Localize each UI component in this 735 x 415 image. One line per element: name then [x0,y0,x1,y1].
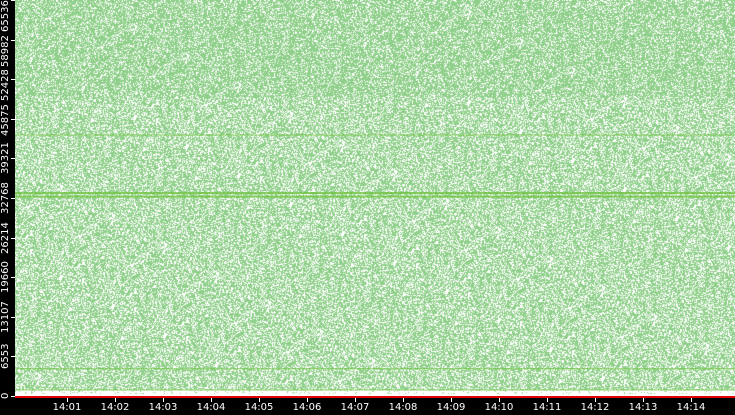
x-tick [595,398,596,402]
y-axis: 65536 58982 52428 45875 39321 32768 26214 19660… [0,0,15,400]
point-cloud [15,0,735,398]
y-tick [11,356,15,357]
x-tick [499,398,500,402]
y-tick [11,158,15,159]
dense-lines [15,134,735,398]
y-tick-label: 26214 [0,221,11,254]
x-tick-label: 14:08 [388,402,418,413]
x-tick-label: 14:13 [628,402,658,413]
y-tick-label: 19660 [0,261,11,294]
x-tick [547,398,548,402]
x-tick-label: 14:12 [580,402,610,413]
x-tick [403,398,404,402]
x-tick [307,398,308,402]
x-tick [355,398,356,402]
x-tick-label: 14:10 [484,402,514,413]
x-tick-label: 14:11 [532,402,562,413]
y-tick-label: 32768 [0,182,11,214]
x-tick [259,398,260,402]
x-tick-label: 14:02 [100,402,130,413]
x-tick [115,398,116,402]
x-axis: 14:01 14:02 14:03 14:04 14:05 14:06 14:07 14:08… [0,398,735,415]
x-tick-label: 14:01 [52,402,82,413]
x-tick-label: 14:03 [148,402,178,413]
plot-area [15,0,735,398]
y-tick [11,119,15,120]
y-tick [11,79,15,80]
x-tick [67,398,68,402]
x-tick-label: 14:14 [676,402,706,413]
x-tick-label: 14:09 [436,402,466,413]
x-tick [163,398,164,402]
y-tick-label: 45875 [0,104,11,137]
y-tick [11,396,15,397]
y-tick-label: 13107 [0,300,11,333]
x-tick-label: 14:05 [244,402,274,413]
x-tick [211,398,212,402]
y-tick [11,277,15,278]
y-tick-label: 52428 [0,69,11,102]
y-tick [11,317,15,318]
x-tick-label: 14:07 [340,402,370,413]
y-tick [11,238,15,239]
y-tick-label: 39321 [0,142,11,175]
y-tick-label: 58982 [0,34,11,67]
y-tick [11,198,15,199]
y-tick [11,0,15,1]
x-tick-label: 14:06 [292,402,322,413]
x-tick [451,398,452,402]
x-tick [643,398,644,402]
y-tick [11,40,15,41]
y-tick-label: 6553 [0,343,11,370]
x-tick-label: 14:04 [196,402,226,413]
y-tick-label: 65536 [0,0,11,32]
x-tick [691,398,692,402]
